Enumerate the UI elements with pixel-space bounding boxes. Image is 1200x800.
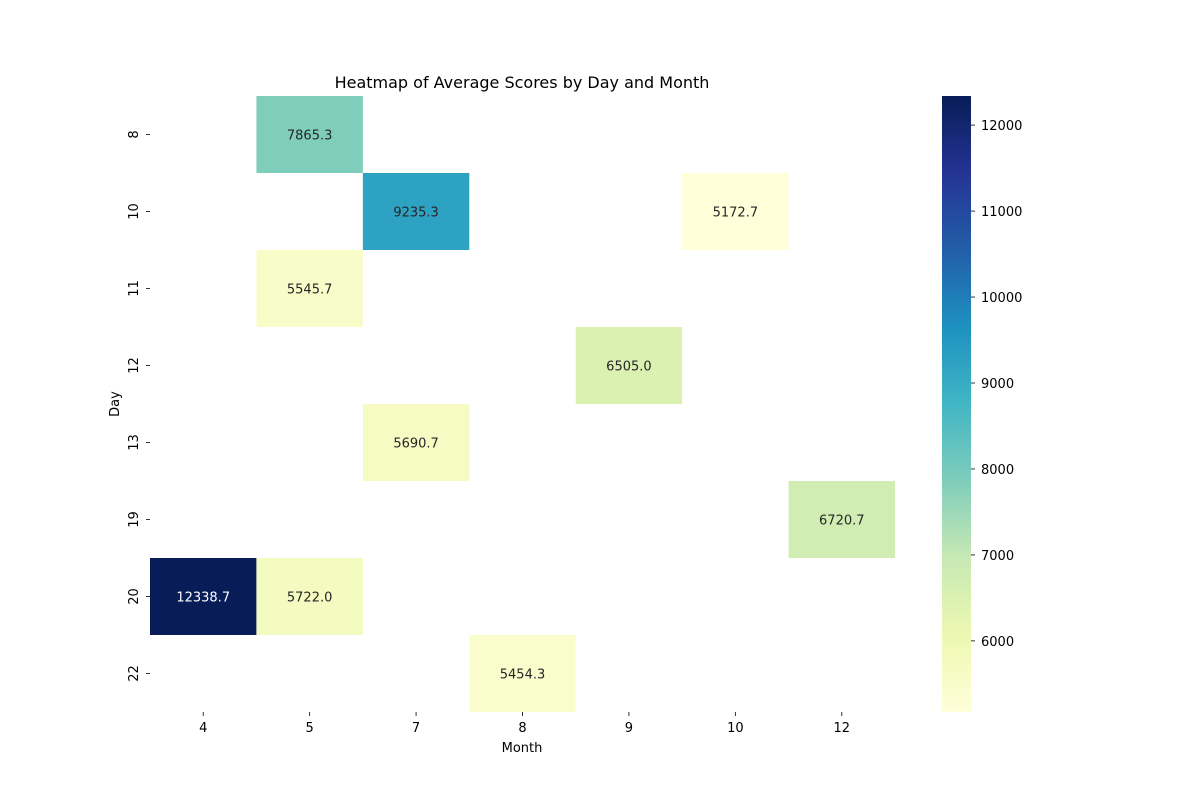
colorbar-tick-label: 9000 bbox=[981, 377, 1014, 392]
heatmap-cell bbox=[469, 635, 576, 712]
heatmap-cell bbox=[256, 250, 363, 327]
cell-value-label: 5722.0 bbox=[287, 591, 333, 606]
cells-layer: 7865.3 9235.3 5172.7 5545.7 6505.0 5690.7 6720… bbox=[150, 96, 896, 712]
x-tick-label: 7 bbox=[412, 721, 420, 736]
x-axis: 4 5 7 8 9 10 12 bbox=[199, 712, 850, 736]
cell-value-label: 12338.7 bbox=[176, 591, 230, 606]
cell-value-label: 6505.0 bbox=[606, 360, 652, 375]
colorbar-tick-label: 8000 bbox=[981, 463, 1014, 478]
cell-value-label: 5172.7 bbox=[713, 206, 759, 221]
heatmap-cell bbox=[788, 481, 896, 558]
colorbar-tick-label: 12000 bbox=[981, 119, 1022, 134]
cell-value-label: 7865.3 bbox=[287, 129, 333, 144]
heatmap-cell bbox=[150, 558, 257, 635]
colorbar-tick-label: 6000 bbox=[981, 635, 1014, 650]
cell-value-label: 5454.3 bbox=[500, 668, 546, 683]
y-tick-label: 19 bbox=[127, 511, 142, 528]
colorbar-tick-label: 11000 bbox=[981, 205, 1022, 220]
cell-value-label: 5690.7 bbox=[393, 437, 439, 452]
x-tick-label: 4 bbox=[199, 721, 207, 736]
y-tick-label: 13 bbox=[127, 434, 142, 451]
y-tick-label: 10 bbox=[127, 203, 142, 220]
y-axis: 8 10 11 12 13 19 20 22 bbox=[127, 130, 150, 682]
cell-value-label: 5545.7 bbox=[287, 283, 333, 298]
x-tick-label: 10 bbox=[727, 721, 744, 736]
heatmap-cell bbox=[256, 558, 363, 635]
x-tick-label: 12 bbox=[834, 721, 851, 736]
y-tick-label: 12 bbox=[127, 357, 142, 374]
colorbar bbox=[942, 96, 971, 712]
y-tick-label: 11 bbox=[127, 280, 142, 297]
chart-title: Heatmap of Average Scores by Day and Mon… bbox=[335, 73, 710, 92]
y-tick-label: 22 bbox=[127, 665, 142, 682]
heatmap-cell bbox=[362, 404, 470, 481]
heatmap-cell bbox=[362, 173, 470, 250]
colorbar-ticks: 6000 7000 8000 9000 10000 11000 12000 bbox=[971, 119, 1022, 650]
colorbar-tick-label: 7000 bbox=[981, 549, 1014, 564]
y-tick-label: 20 bbox=[127, 588, 142, 605]
heatmap-cell bbox=[256, 96, 363, 173]
heatmap-cell bbox=[575, 327, 683, 404]
x-tick-label: 9 bbox=[625, 721, 633, 736]
x-tick-label: 8 bbox=[518, 721, 526, 736]
x-tick-label: 5 bbox=[306, 721, 314, 736]
y-tick-label: 8 bbox=[127, 130, 142, 138]
cell-value-label: 6720.7 bbox=[819, 514, 865, 529]
y-axis-label: Day bbox=[108, 391, 123, 417]
cell-value-label: 9235.3 bbox=[393, 206, 439, 221]
heatmap-cell bbox=[682, 173, 789, 250]
colorbar-tick-label: 10000 bbox=[981, 291, 1022, 306]
x-axis-label: Month bbox=[502, 741, 543, 756]
